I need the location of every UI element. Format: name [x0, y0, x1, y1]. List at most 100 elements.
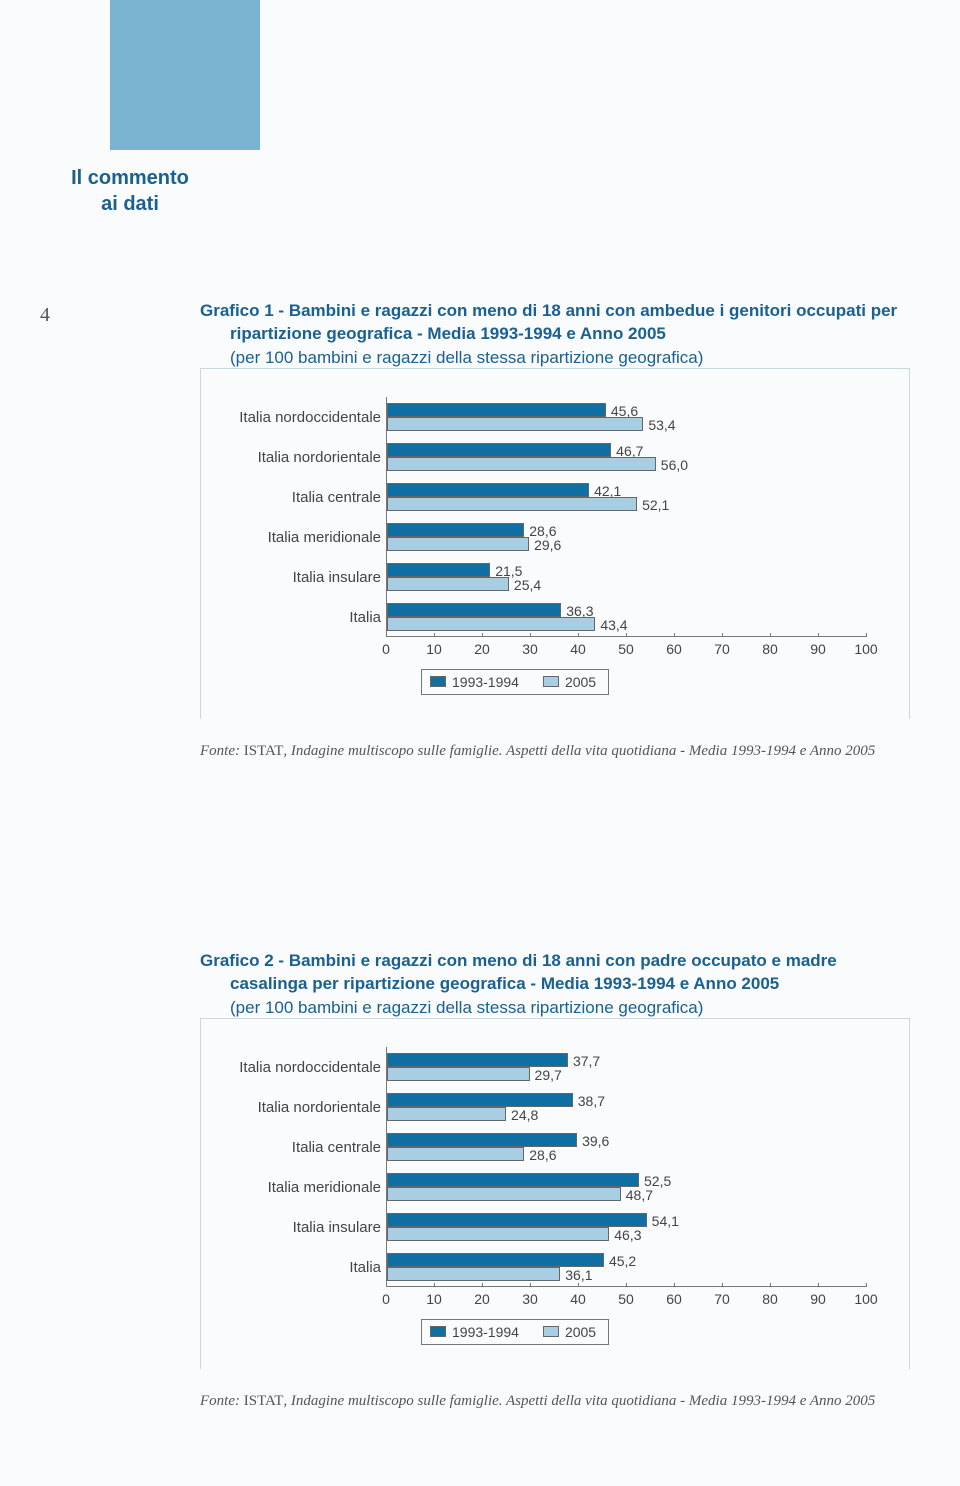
- legend-series-2: 2005: [543, 1324, 596, 1340]
- legend: 1993-1994 2005: [421, 669, 609, 695]
- plot-area: 37,729,738,724,839,628,652,548,754,146,3…: [386, 1047, 866, 1287]
- tick-label: 60: [666, 641, 682, 657]
- bar-series-2: 52,1: [387, 497, 637, 511]
- bar-series-1: 36,3: [387, 603, 561, 617]
- chart-1-title-rest: Bambini e ragazzi con meno di 18 anni co…: [230, 301, 897, 343]
- plot-area: 45,653,446,756,042,152,128,629,621,525,4…: [386, 397, 866, 637]
- bar-value-label: 53,4: [648, 417, 675, 433]
- bar-value-label: 29,6: [534, 537, 561, 553]
- section-label: Il commento ai dati: [60, 165, 200, 217]
- bar-series-1: 38,7: [387, 1093, 573, 1107]
- tick-label: 70: [714, 1291, 730, 1307]
- category-label: Italia meridionale: [211, 1179, 381, 1196]
- bar-series-2: 43,4: [387, 617, 595, 631]
- bar-value-label: 39,6: [582, 1133, 609, 1149]
- chart-1-block: Grafico 1 - Bambini e ragazzi con meno d…: [200, 300, 910, 761]
- bar-series-2: 48,7: [387, 1187, 621, 1201]
- tick-label: 50: [618, 1291, 634, 1307]
- category-label: Italia insulare: [211, 1219, 381, 1236]
- tick-label: 10: [426, 1291, 442, 1307]
- top-band: [110, 0, 260, 150]
- tick-label: 90: [810, 641, 826, 657]
- tick-label: 80: [762, 641, 778, 657]
- tick-label: 10: [426, 641, 442, 657]
- bar-series-1: 45,2: [387, 1253, 604, 1267]
- legend-series-1: 1993-1994: [430, 1324, 519, 1340]
- tick-label: 40: [570, 641, 586, 657]
- legend: 1993-1994 2005: [421, 1319, 609, 1345]
- legend-series-1: 1993-1994: [430, 674, 519, 690]
- bar-value-label: 52,1: [642, 497, 669, 513]
- chart-2-box: Italia nordoccidentale Italia nordorienta…: [200, 1018, 910, 1369]
- legend-swatch: [543, 676, 559, 687]
- bar-value-label: 46,3: [614, 1227, 641, 1243]
- tick-label: 100: [854, 1291, 877, 1307]
- bar-series-1: 54,1: [387, 1213, 647, 1227]
- category-label: Italia meridionale: [211, 529, 381, 546]
- chart-2-title-rest: Bambini e ragazzi con meno di 18 anni co…: [230, 951, 837, 993]
- legend-swatch: [543, 1326, 559, 1337]
- bar-series-2: 29,6: [387, 537, 529, 551]
- bar-series-1: 46,7: [387, 443, 611, 457]
- bar-series-2: 56,0: [387, 457, 656, 471]
- chart-2-title: Grafico 2 - Bambini e ragazzi con meno d…: [200, 950, 910, 996]
- tick-label: 40: [570, 1291, 586, 1307]
- tick-label: 80: [762, 1291, 778, 1307]
- bar-value-label: 45,2: [609, 1253, 636, 1269]
- category-label: Italia insulare: [211, 569, 381, 586]
- bar-value-label: 28,6: [529, 1147, 556, 1163]
- bar-value-label: 54,1: [652, 1213, 679, 1229]
- bar-value-label: 48,7: [626, 1187, 653, 1203]
- bar-series-1: 21,5: [387, 563, 490, 577]
- legend-swatch: [430, 676, 446, 687]
- chart-2-area: Italia nordoccidentale Italia nordorienta…: [211, 1047, 879, 1347]
- chart-2-subtitle: (per 100 bambini e ragazzi della stessa …: [200, 998, 910, 1018]
- category-label: Italia nordorientale: [211, 1099, 381, 1116]
- chart-1-source: Fonte: ISTAT, Indagine multiscopo sulle …: [200, 741, 910, 761]
- tick-label: 90: [810, 1291, 826, 1307]
- bar-series-1: 39,6: [387, 1133, 577, 1147]
- bar-value-label: 25,4: [514, 577, 541, 593]
- category-label: Italia centrale: [211, 489, 381, 506]
- bar-series-1: 45,6: [387, 403, 606, 417]
- legend-label: 2005: [565, 1324, 596, 1340]
- chart-1-subtitle: (per 100 bambini e ragazzi della stessa …: [200, 348, 910, 368]
- tick-label: 70: [714, 641, 730, 657]
- bar-series-1: 28,6: [387, 523, 524, 537]
- chart-2-block: Grafico 2 - Bambini e ragazzi con meno d…: [200, 950, 910, 1411]
- tick-label: 50: [618, 641, 634, 657]
- bar-series-1: 42,1: [387, 483, 589, 497]
- category-label: Italia nordorientale: [211, 449, 381, 466]
- x-axis-ticks: 0102030405060708090100: [386, 637, 866, 667]
- category-label: Italia nordoccidentale: [211, 1059, 381, 1076]
- category-labels: Italia nordoccidentale Italia nordorienta…: [211, 1047, 381, 1287]
- tick-label: 30: [522, 641, 538, 657]
- tick-label: 0: [382, 641, 390, 657]
- bar-series-2: 29,7: [387, 1067, 530, 1081]
- chart-1-title-lead: Grafico 1 -: [200, 301, 289, 320]
- category-label: Italia nordoccidentale: [211, 409, 381, 426]
- page-number: 4: [40, 304, 50, 327]
- category-label: Italia: [211, 1259, 381, 1276]
- bar-value-label: 56,0: [661, 457, 688, 473]
- chart-1-area: Italia nordoccidentale Italia nordorienta…: [211, 397, 879, 697]
- bar-value-label: 37,7: [573, 1053, 600, 1069]
- chart-2-title-lead: Grafico 2 -: [200, 951, 289, 970]
- chart-2-source: Fonte: ISTAT, Indagine multiscopo sulle …: [200, 1391, 910, 1411]
- category-label: Italia centrale: [211, 1139, 381, 1156]
- tick-label: 0: [382, 1291, 390, 1307]
- bar-series-1: 52,5: [387, 1173, 639, 1187]
- tick-label: 20: [474, 641, 490, 657]
- bar-series-2: 36,1: [387, 1267, 560, 1281]
- legend-swatch: [430, 1326, 446, 1337]
- chart-1-title: Grafico 1 - Bambini e ragazzi con meno d…: [200, 300, 910, 346]
- chart-1-box: Italia nordoccidentale Italia nordorienta…: [200, 368, 910, 719]
- bar-value-label: 43,4: [600, 617, 627, 633]
- legend-label: 1993-1994: [452, 674, 519, 690]
- bar-value-label: 36,1: [565, 1267, 592, 1283]
- legend-label: 2005: [565, 674, 596, 690]
- bar-series-2: 24,8: [387, 1107, 506, 1121]
- tick-label: 30: [522, 1291, 538, 1307]
- tick-label: 20: [474, 1291, 490, 1307]
- bar-value-label: 29,7: [535, 1067, 562, 1083]
